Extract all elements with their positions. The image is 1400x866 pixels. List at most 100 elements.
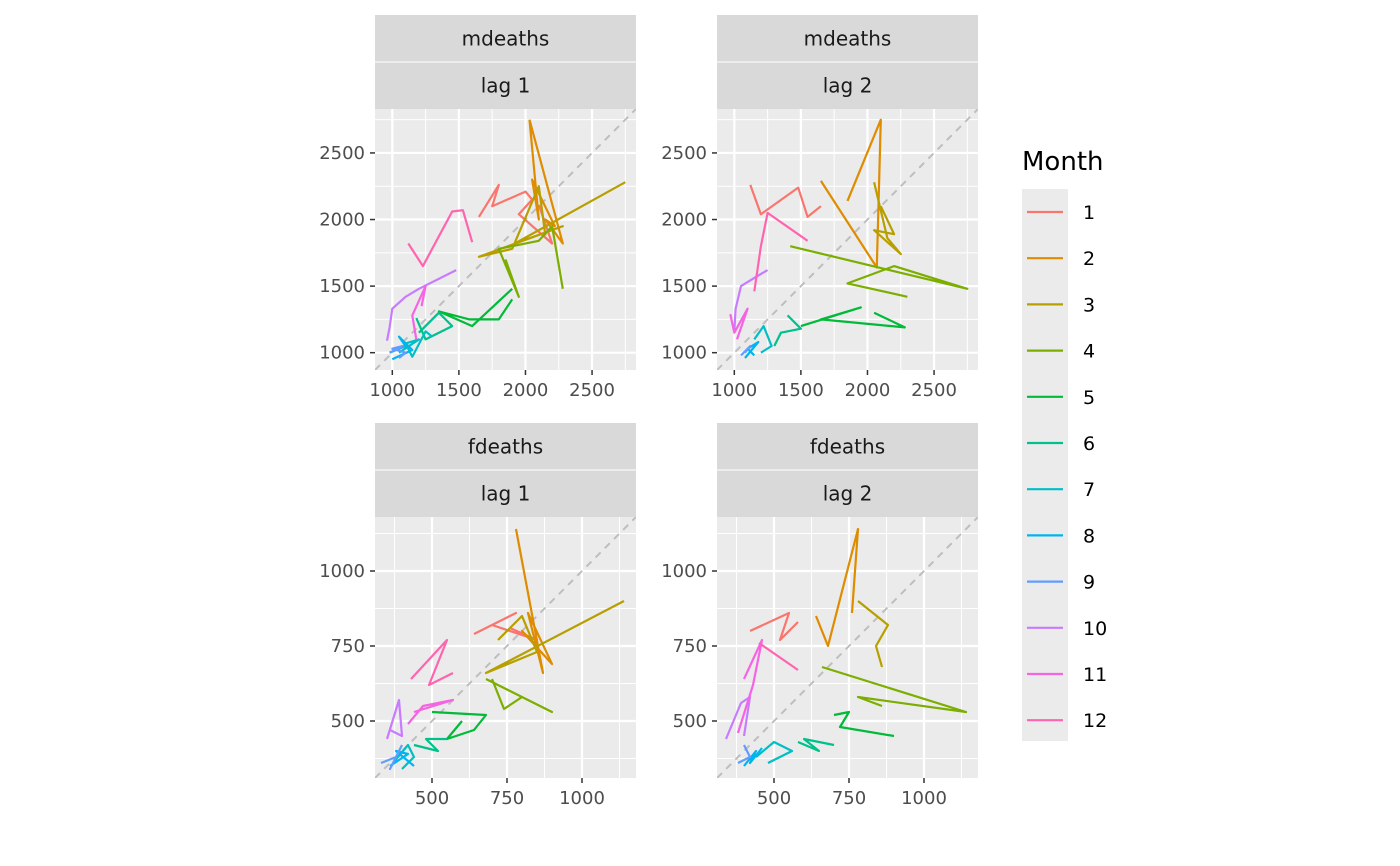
series-line-month-11	[411, 285, 427, 340]
legend-label: 10	[1083, 618, 1107, 640]
facet-panel-3: fdeaths lag 1 500 750 1000 500 750 1000	[319, 423, 636, 809]
y-tick-label: 1000	[661, 343, 707, 364]
legend-item-month-9: 9	[1027, 572, 1095, 594]
series-line-month-2	[514, 528, 554, 675]
x-tick-label: 1500	[778, 380, 824, 401]
legend-item-month-8: 8	[1027, 525, 1095, 547]
legend-item-month-11: 11	[1027, 664, 1107, 686]
series-line-month-12	[407, 209, 474, 268]
legend-item-month-10: 10	[1027, 618, 1107, 640]
facet-panel-1: mdeaths lag 1 1000 1500 2000 2500 1000 1500 2000…	[319, 15, 636, 401]
x-tick-label: 750	[832, 788, 866, 809]
strip-lag-label: lag 1	[481, 74, 531, 98]
series-line-month-4	[789, 245, 969, 298]
legend-label: 8	[1083, 525, 1095, 547]
legend-label: 7	[1083, 479, 1095, 501]
legend-label: 2	[1083, 248, 1095, 270]
series-line-month-11	[729, 307, 749, 340]
series-line-month-9	[380, 744, 403, 771]
series-line-month-1	[749, 184, 822, 218]
series-line-month-2	[814, 527, 860, 648]
y-tick-label: 500	[673, 711, 707, 732]
legend-label: 4	[1083, 341, 1095, 363]
x-tick-label: 2500	[569, 380, 615, 401]
series-line-month-4	[485, 678, 554, 714]
series-line-month-7	[753, 325, 773, 354]
legend-label: 12	[1083, 710, 1107, 732]
x-tick-label: 2500	[911, 380, 957, 401]
series-line-month-6	[415, 311, 454, 341]
legend-item-month-3: 3	[1027, 294, 1095, 316]
series-line-month-3	[477, 181, 626, 258]
strip-lag-bg	[375, 470, 636, 517]
strip-series-bg	[717, 423, 978, 470]
series-line-month-2	[819, 118, 882, 269]
series-line-month-6	[797, 737, 835, 753]
legend-item-month-6: 6	[1027, 433, 1095, 455]
strip-series-label: fdeaths	[468, 435, 543, 459]
y-tick-label: 1000	[319, 343, 365, 364]
y-tick-label: 500	[331, 711, 365, 732]
series-line-month-5	[437, 287, 514, 328]
series-line-month-5	[431, 710, 488, 741]
strip-lag-label: lag 1	[481, 482, 531, 506]
series-line-month-5	[833, 710, 895, 738]
series-line-month-10	[724, 695, 752, 740]
x-tick-label: 1000	[901, 788, 947, 809]
legend-title: Month	[1022, 147, 1104, 177]
series-line-month-8	[389, 749, 415, 767]
y-tick-label: 2000	[319, 210, 365, 231]
series-line-month-2	[528, 119, 564, 245]
y-tick-label: 750	[673, 636, 707, 657]
series-line-month-6	[773, 314, 803, 347]
series-line-month-3	[857, 600, 890, 668]
y-tick-label: 750	[331, 636, 365, 657]
series-line-month-3	[484, 600, 625, 675]
strip-lag-label: lag 2	[823, 74, 873, 98]
series-line-month-9	[737, 744, 752, 764]
strip-lag-bg	[717, 62, 978, 109]
legend-label: 9	[1083, 572, 1095, 594]
legend-label: 3	[1083, 294, 1095, 316]
facet-panel-4: fdeaths lag 2 500 750 1000 500 750 1000	[661, 423, 978, 809]
series-line-month-5	[800, 306, 906, 329]
x-tick-label: 2000	[845, 380, 891, 401]
strip-series-bg	[717, 15, 978, 62]
y-tick-label: 1000	[661, 561, 707, 582]
series-line-month-10	[385, 698, 404, 740]
series-line-month-7	[755, 740, 794, 764]
strip-series-bg	[375, 15, 636, 62]
series-line-month-7	[398, 330, 433, 358]
facet-panel-2: mdeaths lag 2 1000 1500 2000 2500 1000 1500 2000…	[661, 15, 978, 401]
series-line-month-1	[477, 183, 554, 245]
y-tick-label: 2500	[319, 143, 365, 164]
strip-series-bg	[375, 423, 636, 470]
identity-reference-line	[717, 517, 978, 778]
legend-item-month-7: 7	[1027, 479, 1095, 501]
x-tick-label: 1000	[559, 788, 605, 809]
y-tick-label: 1000	[319, 561, 365, 582]
x-tick-label: 1500	[436, 380, 482, 401]
y-tick-label: 2500	[661, 143, 707, 164]
x-tick-label: 500	[415, 788, 449, 809]
strip-series-label: mdeaths	[804, 27, 892, 51]
strip-lag-bg	[717, 470, 978, 517]
series-line-month-10	[733, 269, 769, 332]
strip-series-label: mdeaths	[462, 27, 550, 51]
legend-label: 6	[1083, 433, 1095, 455]
legend-label: 5	[1083, 387, 1095, 409]
legend-label: 1	[1083, 202, 1095, 224]
legend-item-month-1: 1	[1027, 202, 1095, 224]
strip-lag-bg	[375, 62, 636, 109]
y-tick-label: 2000	[661, 210, 707, 231]
y-tick-label: 1500	[319, 276, 365, 297]
legend-item-month-12: 12	[1027, 710, 1107, 732]
series-line-month-12	[410, 638, 454, 687]
identity-reference-line	[717, 109, 978, 370]
series-line-month-9	[740, 344, 752, 357]
legend-item-month-2: 2	[1027, 248, 1095, 270]
series-line-month-4	[821, 665, 968, 714]
